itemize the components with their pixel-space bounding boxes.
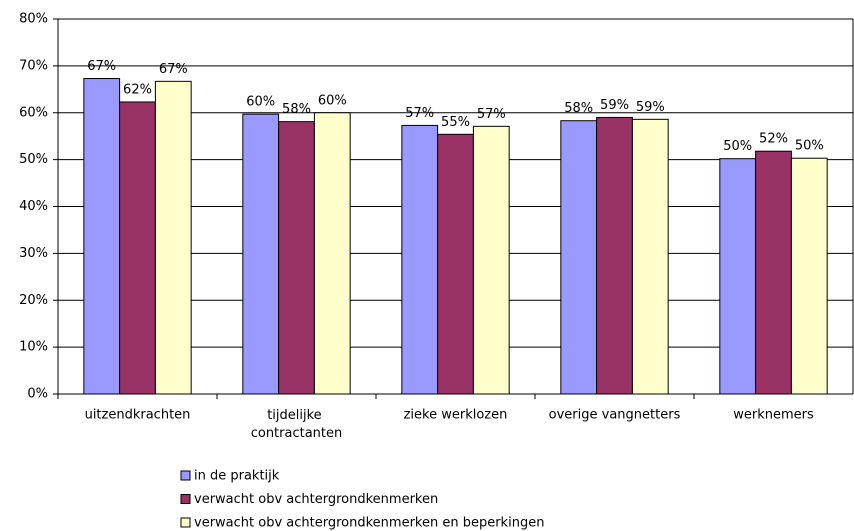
bar <box>83 78 121 395</box>
y-tick-label: 40% <box>19 199 48 214</box>
x-tick-label: werknemers <box>733 408 814 423</box>
bar <box>755 150 792 395</box>
data-label: 55% <box>441 115 470 130</box>
y-tick-label: 70% <box>19 58 48 73</box>
bar <box>790 157 828 395</box>
y-tick-label: 20% <box>19 293 48 308</box>
legend-swatch <box>180 470 191 481</box>
legend-swatch <box>180 494 191 504</box>
data-label: 52% <box>759 132 788 147</box>
data-label: 67% <box>159 62 188 77</box>
bar <box>472 125 510 395</box>
bar <box>242 113 280 395</box>
x-tick-label: zieke werklozen <box>404 408 508 423</box>
legend-label: verwacht obv achtergrondkenmerken en bep… <box>194 516 544 531</box>
bar <box>313 112 351 395</box>
data-label: 62% <box>123 82 152 97</box>
bar <box>631 118 669 395</box>
y-tick-label: 30% <box>19 246 48 261</box>
bar <box>278 121 315 395</box>
data-label: 59% <box>636 100 665 115</box>
bar <box>119 101 156 395</box>
legend-swatch <box>180 517 191 528</box>
bar <box>560 120 598 395</box>
data-label: 58% <box>282 102 311 117</box>
data-label: 57% <box>477 107 506 122</box>
x-tick-label: tijdelijke contractanten <box>251 408 343 441</box>
bar <box>437 133 474 395</box>
bar <box>401 124 439 395</box>
data-label: 50% <box>723 139 752 154</box>
data-label: 60% <box>318 93 347 108</box>
legend-label: verwacht obv achtergrondkenmerken <box>194 492 438 507</box>
y-tick-label: 10% <box>19 340 48 355</box>
data-label: 59% <box>600 98 629 113</box>
y-tick-label: 50% <box>19 152 48 167</box>
bar <box>596 116 633 395</box>
data-label: 58% <box>564 101 593 116</box>
x-tick-label: overige vangnetters <box>549 408 681 423</box>
data-label: 57% <box>405 106 434 121</box>
legend-label: in de praktijk <box>194 469 280 484</box>
data-label: 67% <box>87 59 116 74</box>
data-label: 50% <box>795 139 824 154</box>
bar <box>719 158 757 395</box>
y-tick-label: 80% <box>19 12 48 27</box>
y-tick-label: 60% <box>19 105 48 120</box>
x-tick-label: uitzendkrachten <box>85 408 191 423</box>
bar <box>154 80 192 395</box>
y-tick-label: 0% <box>27 387 48 402</box>
data-label: 60% <box>246 95 275 110</box>
